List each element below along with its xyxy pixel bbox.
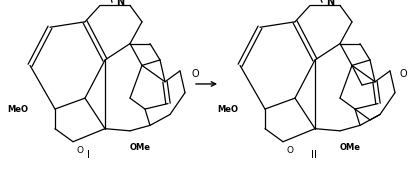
- Text: O: O: [399, 69, 407, 79]
- Text: OMe: OMe: [129, 143, 150, 152]
- Text: O: O: [76, 146, 83, 155]
- Text: O: O: [191, 69, 199, 79]
- Text: I: I: [87, 150, 90, 161]
- Text: MeO: MeO: [7, 105, 28, 114]
- Text: N: N: [116, 0, 124, 7]
- Text: N: N: [326, 0, 334, 7]
- Text: II: II: [312, 150, 317, 161]
- Text: OMe: OMe: [339, 143, 360, 152]
- Text: MeO: MeO: [217, 105, 238, 114]
- Text: O: O: [286, 146, 293, 155]
